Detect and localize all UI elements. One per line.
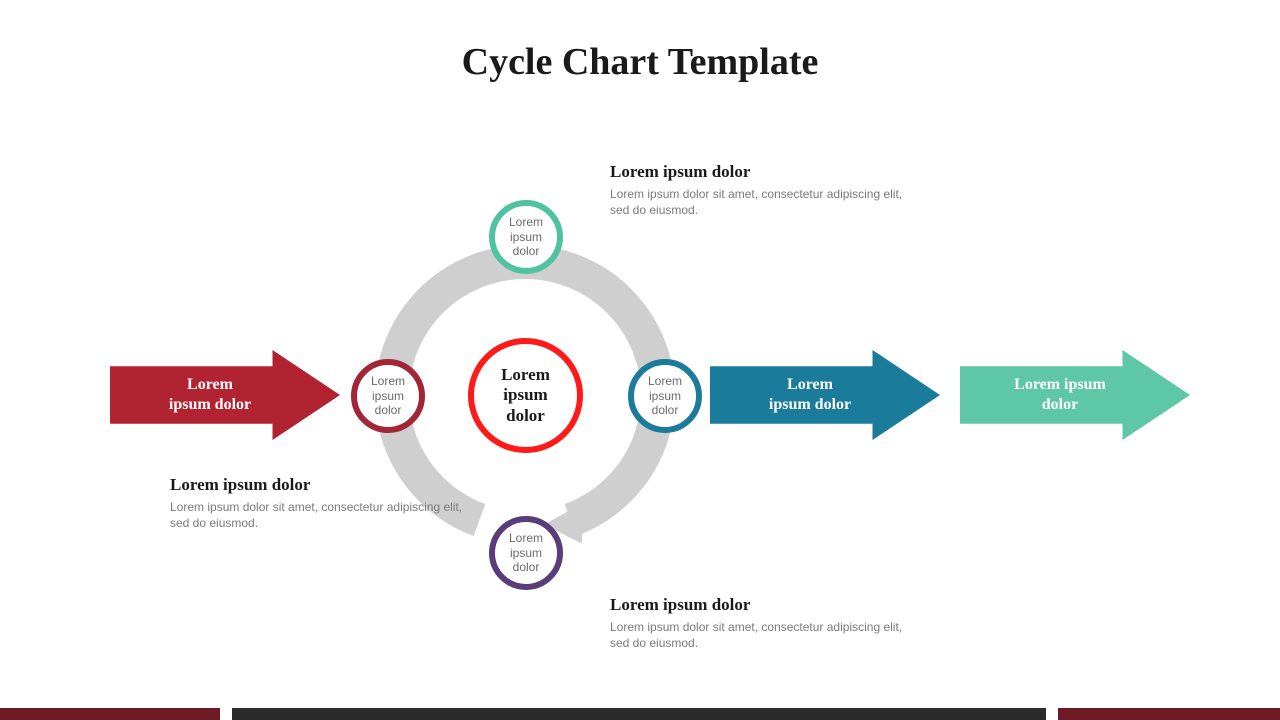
- orbit-circle-label-3: Loremipsumdolor: [365, 374, 411, 417]
- orbit-circle-2: Loremipsumdolor: [489, 516, 563, 590]
- footer-bar-2: [1058, 708, 1280, 720]
- orbit-circle-0: Loremipsumdolor: [489, 200, 563, 274]
- orbit-circle-label-1: Loremipsumdolor: [642, 374, 688, 417]
- arrow-label-0: Loremipsum dolor: [130, 375, 320, 415]
- center-circle: Loremipsumdolor: [468, 338, 583, 453]
- callout-body-2: Lorem ipsum dolor sit amet, consectetur …: [170, 499, 470, 531]
- callout-body-0: Lorem ipsum dolor sit amet, consectetur …: [610, 186, 910, 218]
- footer-bar-1: [232, 708, 1046, 720]
- diagram-stage: Loremipsum dolor Loremipsum dolor Lorem …: [0, 0, 1280, 720]
- callout-0: Lorem ipsum dolor Lorem ipsum dolor sit …: [610, 162, 910, 218]
- orbit-circle-3: Loremipsumdolor: [351, 359, 425, 433]
- center-circle-label: Loremipsumdolor: [495, 365, 556, 426]
- callout-body-1: Lorem ipsum dolor sit amet, consectetur …: [610, 619, 910, 651]
- callout-heading-0: Lorem ipsum dolor: [610, 162, 910, 182]
- callout-1: Lorem ipsum dolor Lorem ipsum dolor sit …: [610, 595, 910, 651]
- arrow-label-2: Lorem ipsumdolor: [980, 375, 1170, 415]
- arrow-label-1: Loremipsum dolor: [730, 375, 920, 415]
- orbit-circle-label-2: Loremipsumdolor: [503, 531, 549, 574]
- footer-bar-0: [0, 708, 220, 720]
- callout-2: Lorem ipsum dolor Lorem ipsum dolor sit …: [170, 475, 470, 531]
- orbit-circle-1: Loremipsumdolor: [628, 359, 702, 433]
- process-arrow-2: Lorem ipsumdolor: [960, 350, 1190, 440]
- callout-heading-1: Lorem ipsum dolor: [610, 595, 910, 615]
- orbit-circle-label-0: Loremipsumdolor: [503, 215, 549, 258]
- process-arrow-0: Loremipsum dolor: [110, 350, 340, 440]
- callout-heading-2: Lorem ipsum dolor: [170, 475, 470, 495]
- process-arrow-1: Loremipsum dolor: [710, 350, 940, 440]
